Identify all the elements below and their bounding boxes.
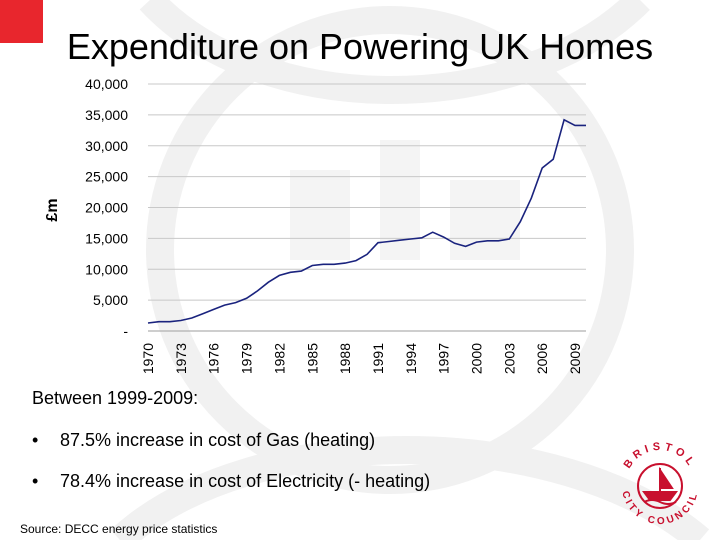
x-tick-label: 1970	[140, 343, 156, 374]
y-tick-label: 15,000	[85, 230, 128, 246]
source-note: Source: DECC energy price statistics	[20, 522, 218, 536]
y-tick-label: 10,000	[85, 261, 128, 277]
x-tick-label: 1997	[436, 343, 452, 374]
y-tick-label: 25,000	[85, 169, 128, 185]
y-tick-labels: - 5,000 10,000 15,000 20,000 25,000 30,000 35,0…	[85, 76, 128, 339]
x-tick-label: 1985	[304, 343, 320, 374]
bullet-glyph: •	[32, 471, 39, 491]
bristol-city-council-seal-icon: BRISTOL CITY COUNCIL	[619, 441, 699, 527]
x-tick-label: 2000	[469, 343, 485, 374]
grid-lines	[148, 83, 586, 332]
intro-text: Between 1999-2009:	[32, 388, 199, 408]
list-item: • 78.4% increase in cost of Electricity …	[32, 471, 592, 493]
list-item: • 87.5% increase in cost of Gas (heating…	[32, 430, 592, 452]
y-axis-label: £m	[44, 198, 61, 221]
y-tick-label: 35,000	[85, 107, 128, 123]
x-tick-label: 2009	[567, 343, 583, 374]
x-tick-label: 1988	[337, 343, 353, 374]
bullet-text: 78.4% increase in cost of Electricity (-…	[60, 471, 431, 491]
x-tick-label: 1994	[403, 343, 419, 374]
x-tick-label: 2003	[501, 343, 517, 374]
bullet-glyph: •	[32, 430, 39, 450]
x-tick-label: 1976	[206, 343, 222, 374]
series-line	[147, 118, 586, 324]
x-tick-label: 1973	[173, 343, 189, 374]
line-chart: - 5,000 10,000 15,000 20,000 25,000 30,000 35,0…	[44, 76, 586, 374]
y-tick-label: 5,000	[93, 292, 128, 308]
bullet-list: • 87.5% increase in cost of Gas (heating…	[32, 430, 592, 493]
y-tick-label: -	[123, 323, 128, 339]
bullet-text: 87.5% increase in cost of Gas (heating)	[60, 430, 376, 450]
svg-text:BRISTOL: BRISTOL	[622, 441, 699, 471]
x-tick-label: 2006	[534, 343, 550, 374]
x-tick-label: 1991	[370, 343, 386, 374]
x-tick-labels: 1970 1973 1976 1979 1982 1985 1988 1991 1994 1997…	[140, 343, 583, 374]
y-tick-label: 20,000	[85, 200, 128, 216]
summary-text: Between 1999-2009: • 87.5% increase in c…	[32, 388, 592, 512]
x-tick-label: 1982	[271, 343, 287, 374]
y-tick-label: 40,000	[85, 76, 128, 92]
x-tick-label: 1979	[239, 343, 255, 374]
y-tick-label: 30,000	[85, 138, 128, 154]
logo-text-top: BRISTOL	[622, 441, 695, 471]
accent-corner	[0, 0, 43, 43]
slide-title: Expenditure on Powering UK Homes	[66, 26, 654, 67]
